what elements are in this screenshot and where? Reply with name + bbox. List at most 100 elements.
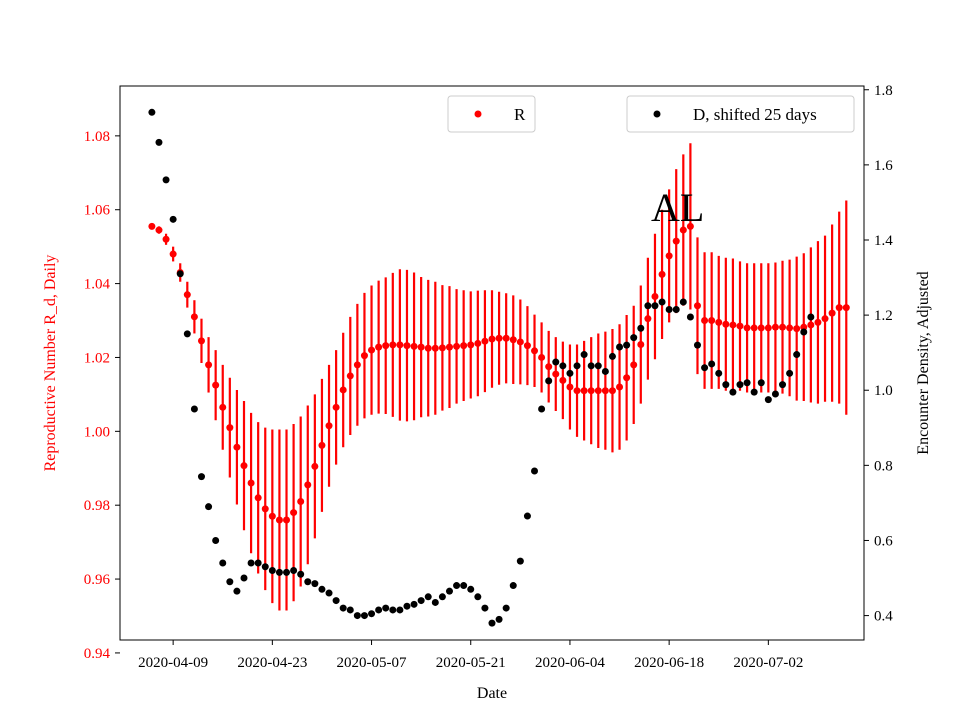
legend-d-marker [653,110,661,118]
r-point [368,346,376,354]
d-point [693,341,701,349]
y-left-tick-label: 0.96 [84,572,111,588]
r-point [779,323,787,331]
r-point [445,343,453,351]
r-point [665,252,673,260]
x-axis: 2020-04-09 2020-04-23 2020-05-07 2020-05-21… [138,640,803,671]
y-right-tick-label: 0.8 [874,458,893,474]
r-point [679,226,687,234]
x-tick-label: 2020-07-02 [733,655,803,671]
y-right-tick-label: 1.0 [874,383,893,399]
d-point [523,512,531,520]
d-point [467,585,475,593]
y-right-tick-label: 1.2 [874,308,893,324]
r-point [509,336,517,344]
r-points [148,222,850,524]
r-point [382,342,390,350]
r-point [474,339,482,347]
r-point [601,387,609,395]
d-point [729,388,737,396]
y-left-tick-label: 0.98 [84,498,110,514]
r-point [616,383,624,391]
x-tick-label: 2020-05-07 [337,655,407,671]
annotation-label: AL [651,185,704,230]
r-point [793,325,801,333]
r-point [623,374,631,382]
d-point [453,582,461,590]
r-point [311,462,319,470]
d-point [254,559,262,567]
r-point [495,334,503,342]
r-point [757,324,765,332]
r-point [268,512,276,520]
d-point [764,396,772,404]
d-point [375,606,383,614]
d-point [509,582,517,590]
d-point [268,567,276,575]
d-point [771,390,779,398]
x-tick-label: 2020-04-23 [237,655,307,671]
d-point [403,602,411,610]
d-point [608,352,616,360]
d-point [786,369,794,377]
r-point [800,323,808,331]
r-point [396,341,404,349]
r-point [686,222,694,230]
d-point [594,362,602,370]
r-point [538,353,546,361]
d-point [431,598,439,606]
y-right-tick-label: 1.6 [874,158,893,174]
r-point [672,237,680,245]
r-point [403,342,411,350]
d-point [353,612,361,620]
d-point [715,369,723,377]
d-point [708,360,716,368]
d-point [396,606,404,614]
r-point [531,347,539,355]
d-point [686,313,694,321]
y-left-tick-label: 1.06 [84,203,111,219]
r-point [693,302,701,310]
r-point [233,443,241,451]
legend-r-frame [447,95,536,133]
legend-d-label: D, shifted 25 days [693,105,817,124]
r-point [226,424,234,432]
y-axis-right-title: Encounter Density, Adjusted [915,271,932,454]
y-left-tick-label: 1.04 [84,277,111,293]
r-point [162,235,170,243]
d-point [623,341,631,349]
r-point [247,479,255,487]
r-point [389,341,397,349]
legend-r-marker [474,110,482,118]
d-point [701,364,709,372]
d-point [445,587,453,595]
y-right-tick-label: 1.4 [874,233,893,249]
r-point [701,317,709,325]
r-point [821,315,829,323]
plot-frame [119,85,865,641]
d-point [757,379,765,387]
r-point [715,318,723,326]
d-point [197,473,205,481]
d-point [417,597,425,605]
r-point [743,324,751,332]
r-point [283,516,291,524]
d-point [665,305,673,313]
d-points [148,108,815,627]
legend-d-frame [626,95,855,133]
r-point [240,462,248,470]
r-point [658,270,666,278]
r-point [375,343,383,351]
r-point [169,250,177,258]
r-point [608,387,616,395]
d-point [651,302,659,310]
d-point [488,619,496,627]
d-point [679,298,687,306]
d-point [538,405,546,413]
r-point [637,341,645,349]
r-point [828,309,836,317]
r-point [552,370,560,378]
d-point [545,377,553,385]
r-point [304,481,312,489]
